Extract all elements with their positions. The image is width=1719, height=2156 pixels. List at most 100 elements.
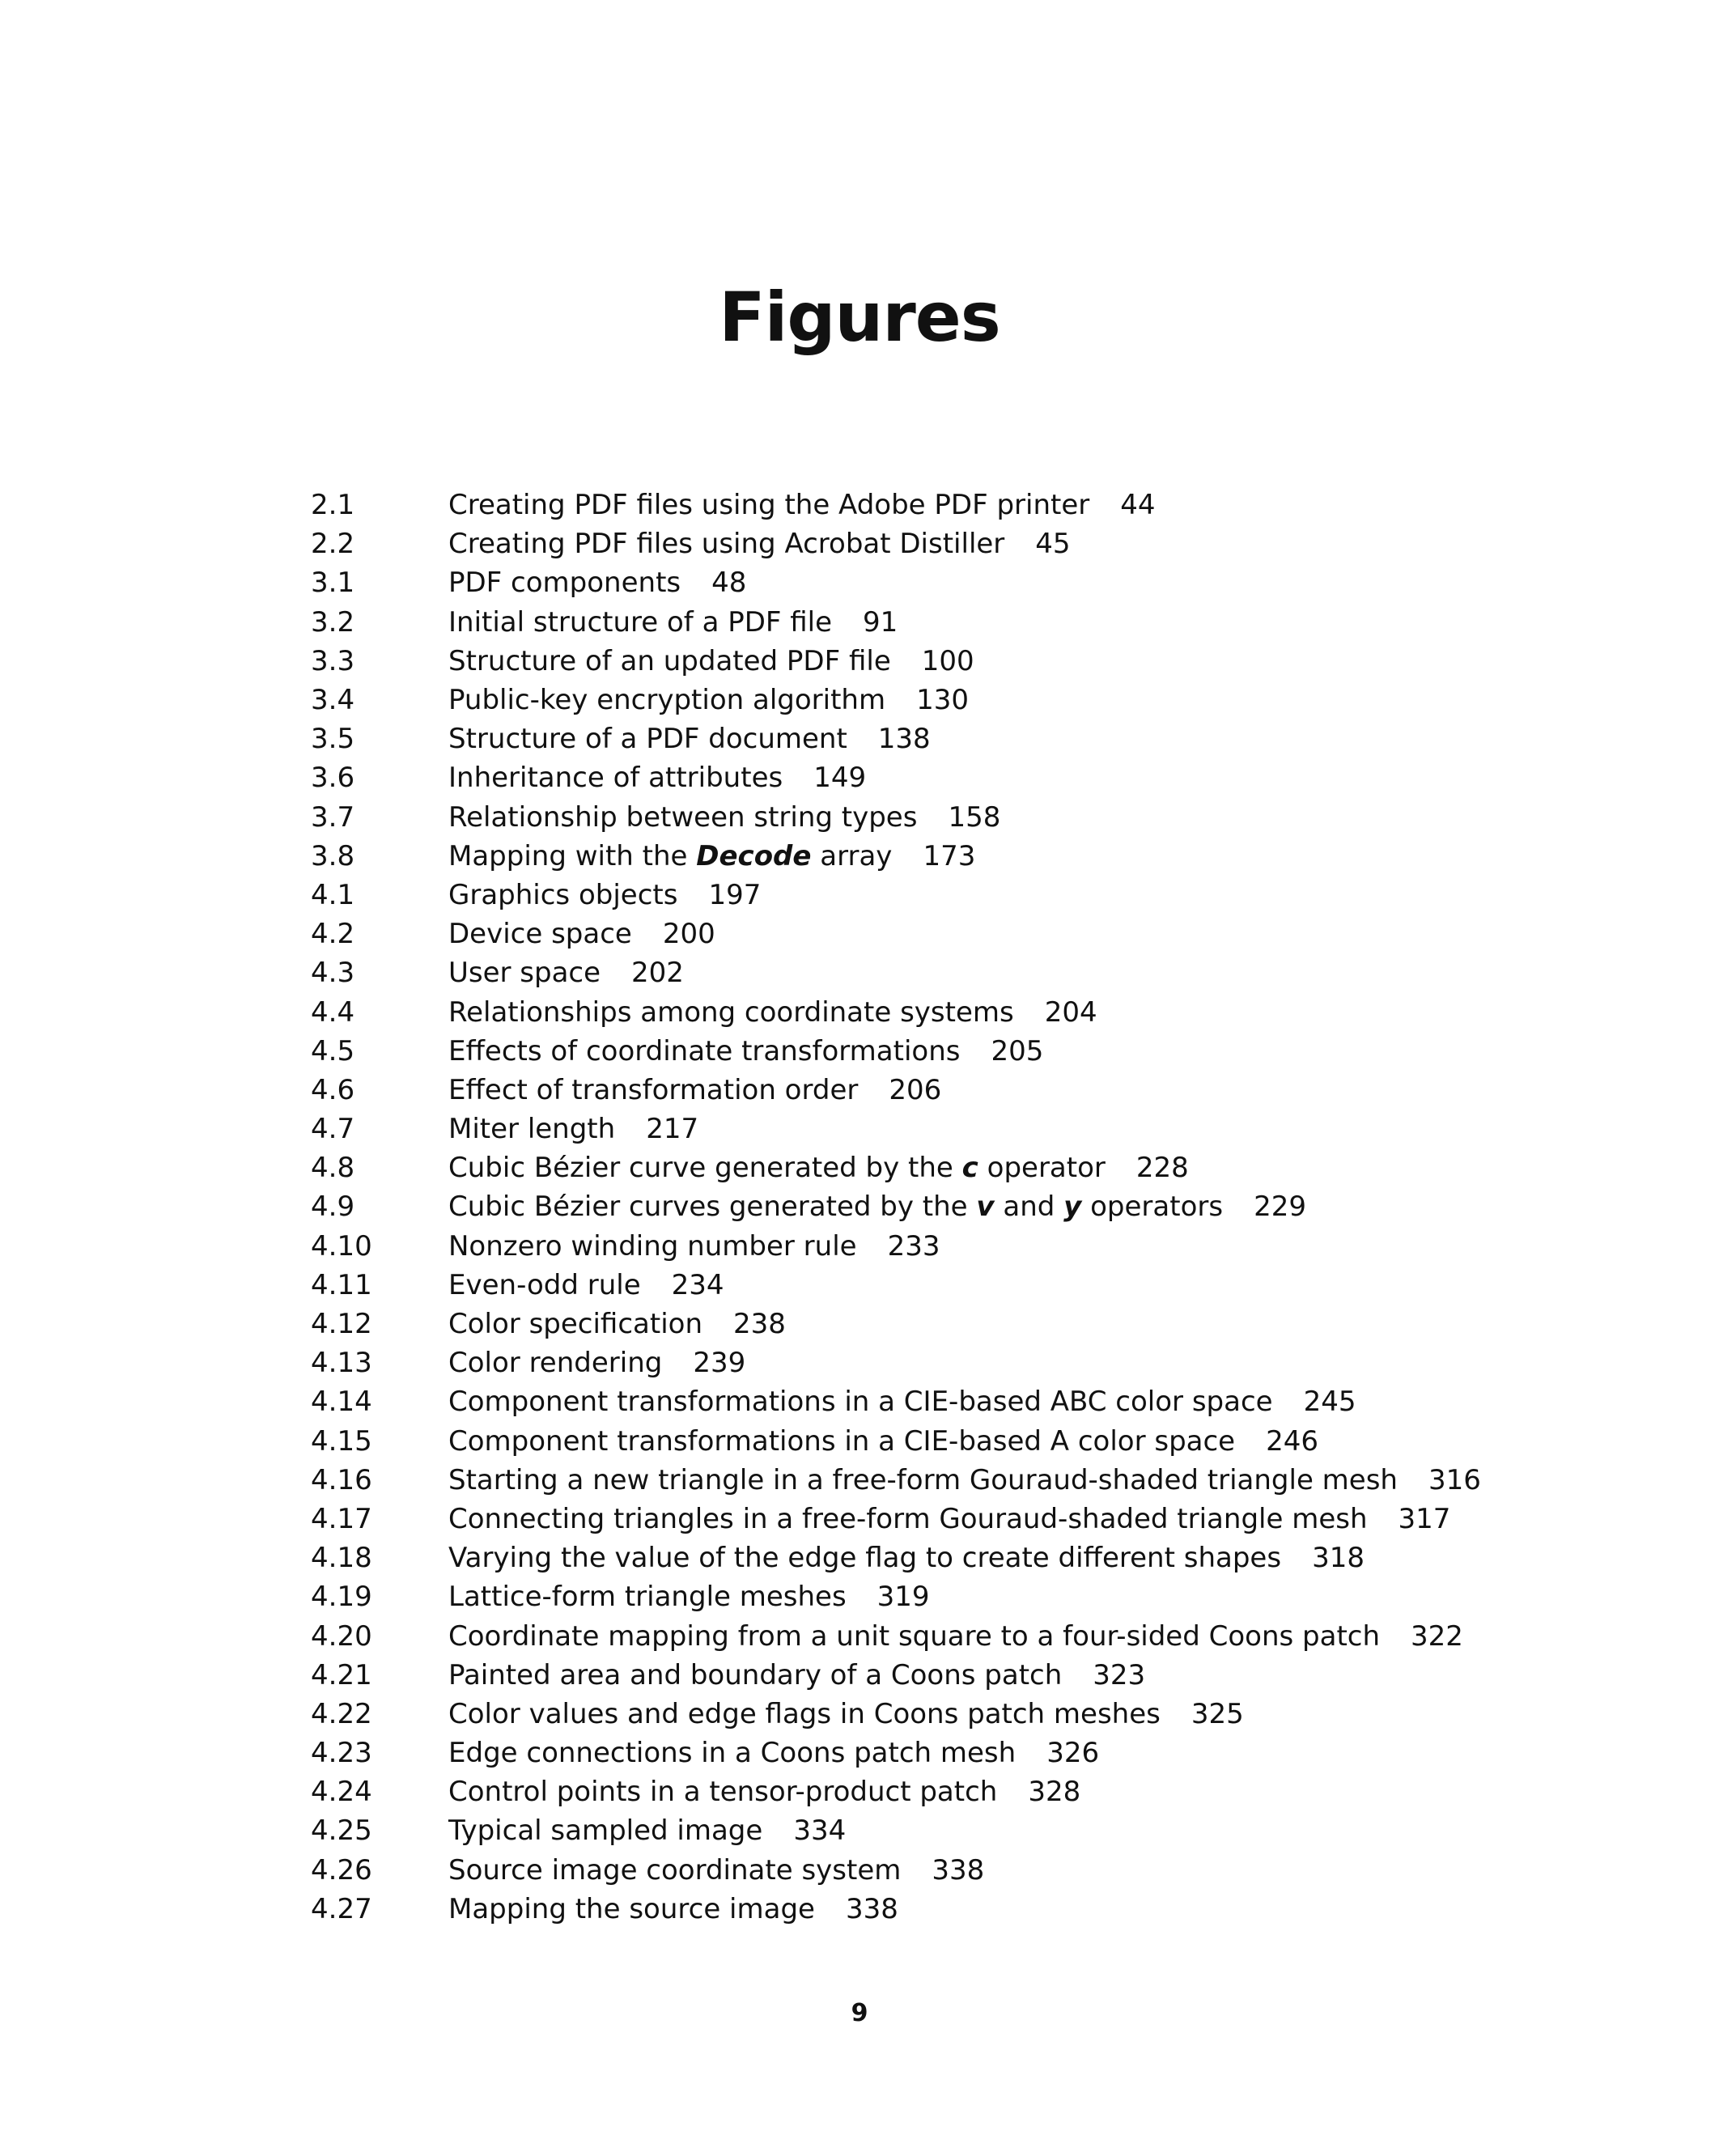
figure-page-number: 322 <box>1411 1619 1463 1653</box>
figure-number: 4.8 <box>311 1152 355 1185</box>
figure-number: 3.8 <box>311 839 355 872</box>
figure-number: 4.25 <box>311 1814 372 1848</box>
figure-number: 4.15 <box>311 1424 372 1458</box>
figure-page-number: 245 <box>1303 1386 1356 1419</box>
page-title: Figures <box>719 278 1001 357</box>
figure-number: 4.5 <box>311 1034 355 1067</box>
figure-entry[interactable]: 4.7 Miter length 217 <box>311 1110 1687 1148</box>
figure-entry[interactable]: 3.4 Public-key encryption algorithm 130 <box>311 681 1687 719</box>
figure-entry[interactable]: 4.23 Edge connections in a Coons patch me… <box>311 1734 1687 1772</box>
figure-number: 4.6 <box>311 1073 355 1106</box>
figure-page-number: 238 <box>733 1308 786 1341</box>
figure-title: Mapping with the Decode array <box>448 842 892 870</box>
figure-title: PDF components <box>448 567 681 600</box>
figure-entry[interactable]: 4.13 Color rendering 239 <box>311 1343 1687 1382</box>
figure-entry[interactable]: 4.2 Device space 200 <box>311 915 1687 953</box>
figure-number: 4.16 <box>311 1463 372 1496</box>
figure-page-number: 200 <box>662 918 715 951</box>
figure-entry[interactable]: 4.14 Component transformations in a CIE-b… <box>311 1382 1687 1421</box>
figure-number: 2.1 <box>311 489 355 522</box>
figure-number: 4.7 <box>311 1113 355 1146</box>
figure-page-number: 228 <box>1135 1152 1189 1185</box>
figure-number: 4.18 <box>311 1542 372 1575</box>
figure-title: Cubic Bézier curve generated by the c op… <box>448 1154 1106 1182</box>
figure-entry[interactable]: 4.15 Component transformations in a CIE-b… <box>311 1422 1687 1461</box>
figure-entry[interactable]: 2.2 Creating PDF files using Acrobat Dist… <box>311 524 1687 563</box>
figure-page-number: 48 <box>711 567 747 600</box>
figure-entry[interactable]: 4.6 Effect of transformation order 206 <box>311 1071 1687 1110</box>
figure-title: Structure of a PDF document <box>448 723 847 756</box>
figure-entry[interactable]: 4.27 Mapping the source image 338 <box>311 1890 1687 1929</box>
figure-number: 4.4 <box>311 995 355 1029</box>
figure-title: Cubic Bézier curves generated by the v a… <box>448 1193 1223 1220</box>
figure-entry[interactable]: 4.24 Control points in a tensor-product p… <box>311 1772 1687 1811</box>
figure-entry[interactable]: 4.17 Connecting triangles in a free-form … <box>311 1500 1687 1538</box>
figure-number: 4.11 <box>311 1268 372 1301</box>
figure-page-number: 319 <box>876 1581 930 1614</box>
figure-page-number: 100 <box>921 644 974 677</box>
figure-entry[interactable]: 4.20 Coordinate mapping from a unit squar… <box>311 1616 1687 1655</box>
figure-entry[interactable]: 4.25 Typical sampled image 334 <box>311 1811 1687 1850</box>
figure-title: Inheritance of attributes <box>448 762 783 795</box>
figure-page-number: 326 <box>1046 1737 1100 1770</box>
figure-number: 3.1 <box>311 567 355 600</box>
figure-number: 3.6 <box>311 762 355 795</box>
figure-list: 2.1 Creating PDF files using the Adobe PD… <box>311 486 1687 1929</box>
figure-entry[interactable]: 3.2 Initial structure of a PDF file 91 <box>311 603 1687 642</box>
figure-page-number: 234 <box>671 1268 724 1301</box>
figure-number: 4.26 <box>311 1853 372 1886</box>
figure-title: Component transformations in a CIE-based… <box>448 1424 1236 1458</box>
figure-entry[interactable]: 3.3 Structure of an updated PDF file 100 <box>311 642 1687 681</box>
figure-title: Color rendering <box>448 1347 663 1380</box>
figure-number: 2.2 <box>311 528 355 561</box>
figure-title: Painted area and boundary of a Coons pat… <box>448 1658 1063 1691</box>
figure-title: Graphics objects <box>448 878 678 911</box>
figure-page-number: 328 <box>1028 1776 1081 1809</box>
figure-entry[interactable]: 4.22 Color values and edge flags in Coons… <box>311 1695 1687 1734</box>
figure-entry[interactable]: 4.1 Graphics objects 197 <box>311 876 1687 915</box>
figure-entry[interactable]: 4.21 Painted area and boundary of a Coons… <box>311 1656 1687 1695</box>
figure-entry[interactable]: 3.8 Mapping with the Decode array 173 <box>311 837 1687 876</box>
figure-title: Effect of transformation order <box>448 1073 859 1106</box>
figure-title: Color specification <box>448 1308 703 1341</box>
figure-entry[interactable]: 4.26 Source image coordinate system 338 <box>311 1851 1687 1890</box>
figure-entry[interactable]: 4.9 Cubic Bézier curves generated by the … <box>311 1187 1687 1226</box>
figure-entry[interactable]: 4.5 Effects of coordinate transformations… <box>311 1032 1687 1071</box>
figure-page-number: 204 <box>1044 995 1097 1029</box>
figure-title: Connecting triangles in a free-form Gour… <box>448 1502 1368 1535</box>
figure-title: Structure of an updated PDF file <box>448 644 891 677</box>
figure-entry[interactable]: 4.12 Color specification 238 <box>311 1305 1687 1343</box>
figure-number: 3.2 <box>311 605 355 639</box>
figure-title: Varying the value of the edge flag to cr… <box>448 1542 1282 1575</box>
figure-page-number: 317 <box>1398 1502 1451 1535</box>
figure-title: Control points in a tensor-product patch <box>448 1776 998 1809</box>
page-number: 9 <box>851 1999 868 2027</box>
figure-entry[interactable]: 4.16 Starting a new triangle in a free-fo… <box>311 1461 1687 1500</box>
figure-entry[interactable]: 4.11 Even-odd rule 234 <box>311 1266 1687 1305</box>
figure-title: Relationship between string types <box>448 800 918 834</box>
figure-entry[interactable]: 4.4 Relationships among coordinate system… <box>311 992 1687 1031</box>
figure-number: 4.22 <box>311 1697 372 1730</box>
figure-entry[interactable]: 2.1 Creating PDF files using the Adobe PD… <box>311 486 1687 524</box>
figure-entry[interactable]: 3.1 PDF components 48 <box>311 563 1687 602</box>
figure-page-number: 338 <box>932 1853 985 1886</box>
figure-page-number: 138 <box>877 723 931 756</box>
figure-title: Source image coordinate system <box>448 1853 902 1886</box>
figure-entry[interactable]: 3.7 Relationship between string types 158 <box>311 798 1687 837</box>
figure-page-number: 149 <box>813 762 867 795</box>
figure-number: 3.5 <box>311 723 355 756</box>
figure-entry[interactable]: 4.19 Lattice-form triangle meshes 319 <box>311 1577 1687 1616</box>
figure-title: Edge connections in a Coons patch mesh <box>448 1737 1017 1770</box>
figure-title-text: Cubic Bézier curves generated by the <box>448 1190 977 1224</box>
figure-title: Coordinate mapping from a unit square to… <box>448 1619 1381 1653</box>
figure-entry[interactable]: 4.3 User space 202 <box>311 953 1687 992</box>
figure-entry[interactable]: 3.6 Inheritance of attributes 149 <box>311 758 1687 797</box>
figure-title: Public-key encryption algorithm <box>448 684 886 717</box>
figure-entry[interactable]: 4.8 Cubic Bézier curve generated by the c… <box>311 1148 1687 1187</box>
figure-entry[interactable]: 4.18 Varying the value of the edge flag t… <box>311 1538 1687 1577</box>
figure-entry[interactable]: 4.10 Nonzero winding number rule 233 <box>311 1227 1687 1266</box>
figure-number: 4.21 <box>311 1658 372 1691</box>
figure-entry[interactable]: 3.5 Structure of a PDF document 138 <box>311 719 1687 758</box>
figure-title: Miter length <box>448 1113 616 1146</box>
figure-number: 4.14 <box>311 1386 372 1419</box>
